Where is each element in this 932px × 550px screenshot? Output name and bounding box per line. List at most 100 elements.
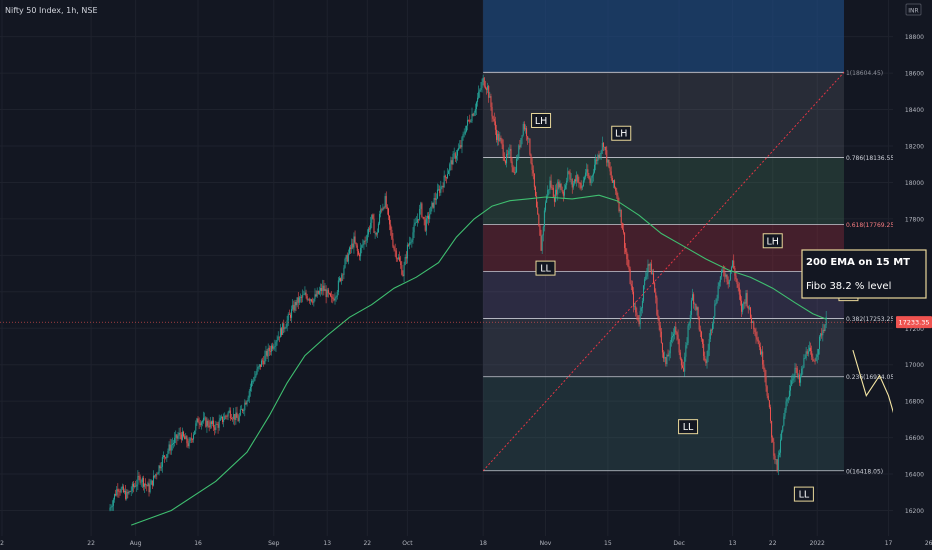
candle-body	[467, 119, 469, 126]
candle-body	[818, 336, 820, 349]
candle-body	[193, 434, 195, 440]
candle-body	[401, 264, 403, 275]
candle-body	[323, 285, 325, 291]
candle-body	[276, 339, 278, 342]
candle-body	[723, 270, 725, 273]
candle-body	[359, 254, 361, 257]
candle-body	[292, 304, 294, 310]
candle-body	[463, 133, 465, 135]
candle-body	[344, 258, 346, 268]
candle-body	[436, 189, 438, 199]
candle-body	[657, 314, 659, 319]
candle-body	[236, 412, 238, 418]
candle-body	[379, 213, 381, 224]
annotation-box	[531, 112, 552, 128]
candle-body	[272, 345, 274, 349]
candle-body	[122, 486, 124, 493]
candle-body	[728, 279, 730, 285]
candle-body	[402, 274, 404, 276]
candle-body	[166, 454, 168, 459]
candle-body	[736, 279, 738, 285]
candle-body	[496, 129, 498, 140]
candle-body	[635, 306, 637, 313]
candle-body	[659, 325, 661, 332]
candle-body	[220, 416, 222, 419]
candle-body	[152, 475, 154, 486]
candle-body	[348, 247, 350, 254]
candle-body	[782, 425, 784, 432]
candle-body	[175, 434, 177, 438]
candle-body	[698, 316, 700, 330]
candle-body	[716, 298, 718, 303]
currency-badge[interactable]	[905, 3, 922, 16]
candle-body	[622, 229, 624, 233]
candle-body	[820, 333, 822, 337]
candle-body	[318, 290, 320, 294]
candle-body	[664, 357, 666, 359]
candle-body	[626, 251, 628, 260]
candle-body	[807, 351, 809, 354]
candle-body	[433, 197, 435, 208]
candle-body	[134, 485, 136, 487]
candle-body	[196, 418, 198, 424]
time-axis[interactable]: 2 22 Aug 16 Sep 13 22 Oct 18 Nov 15 Dec 13 22 2022 17 26	[0, 536, 932, 550]
candle-body	[768, 400, 770, 408]
candle-body	[291, 309, 293, 318]
callout-box: 200 EMA on 15 MT Fibo 38.2 % level	[801, 249, 927, 299]
candle-body	[415, 222, 417, 224]
candle-body	[576, 174, 578, 182]
candle-body	[615, 187, 617, 191]
ema-200-line	[131, 194, 827, 526]
candle-body	[725, 274, 727, 277]
candle-body	[498, 133, 500, 142]
candle-body	[252, 380, 254, 382]
candle-body	[295, 302, 297, 306]
candle-body	[245, 402, 247, 405]
candle-body	[350, 247, 352, 249]
candle-body	[565, 185, 567, 189]
candle-body	[183, 431, 185, 437]
price-tick-label: 17800	[905, 216, 924, 223]
candle-body	[661, 343, 663, 353]
candle-body	[674, 326, 676, 334]
candle-body	[465, 125, 467, 132]
candle-body	[263, 361, 265, 365]
candle-body	[765, 376, 767, 387]
candle-body	[404, 257, 406, 265]
candle-body	[747, 305, 749, 309]
candle-body	[271, 345, 273, 352]
candle-body	[255, 373, 257, 377]
candle-body	[375, 232, 377, 235]
candle-body	[394, 249, 396, 251]
fibonacci-retracement[interactable]: 1(18604.45) 0.786(18136.55) 0.618(17769.25…	[482, 0, 896, 475]
candle-body	[235, 412, 237, 420]
candle-body	[244, 402, 246, 411]
candle-body	[641, 300, 643, 309]
candle-body	[679, 352, 681, 359]
candle-body	[310, 299, 312, 301]
candle-body	[387, 208, 389, 216]
candle-body	[802, 367, 804, 369]
candle-body	[821, 333, 823, 336]
candle-body	[677, 334, 679, 340]
candle-body	[314, 294, 316, 299]
annotation-label: LH	[615, 129, 627, 140]
candle-body	[566, 180, 568, 186]
candle-body	[516, 158, 518, 173]
candle-body	[634, 306, 636, 307]
candle-body	[217, 424, 219, 428]
candle-body	[299, 297, 301, 298]
candle-body	[246, 401, 248, 405]
candle-body	[374, 232, 376, 234]
candle-body	[608, 159, 610, 168]
candle-body	[243, 410, 245, 411]
candle-body	[409, 242, 411, 246]
candle-body	[400, 261, 402, 265]
candle-body	[519, 145, 521, 147]
price-tick-label: 16200	[905, 508, 924, 515]
candle-body	[798, 374, 800, 383]
candle-body	[477, 97, 479, 103]
candle-body	[573, 179, 575, 184]
candle-body	[667, 355, 669, 357]
